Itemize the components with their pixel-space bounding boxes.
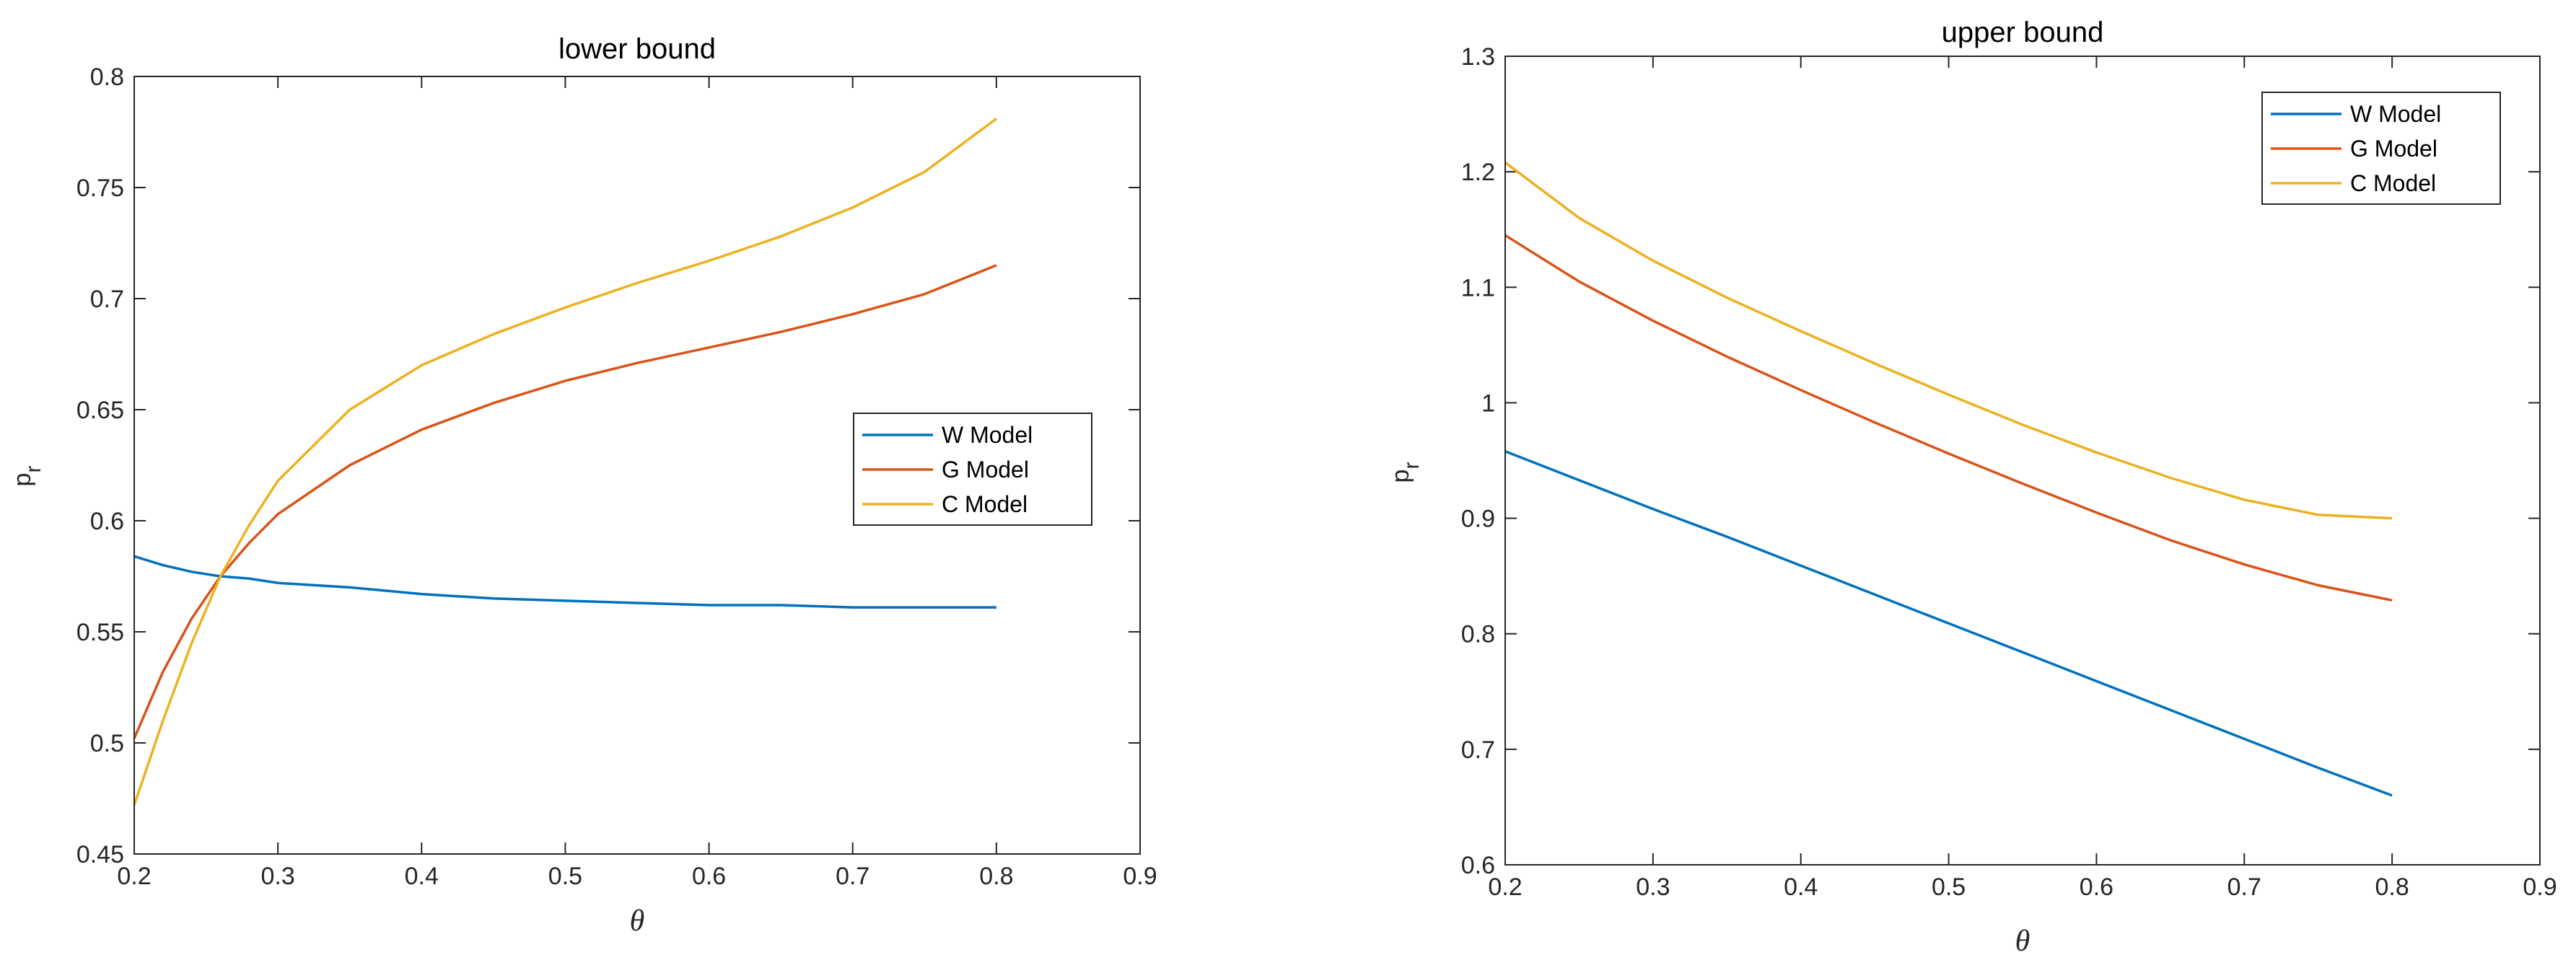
y-tick-label: 0.45: [76, 841, 124, 868]
axes-box: [133, 76, 1141, 855]
x-axis-label: θ: [630, 904, 645, 938]
y-tick-label: 0.55: [76, 619, 124, 646]
x-tick-label: 0.7: [836, 863, 869, 890]
legend-label-w-model: W Model: [2350, 101, 2441, 127]
series-line-c-model: [133, 118, 997, 806]
x-tick-label: 0.3: [261, 863, 295, 890]
y-tick-label: 0.6: [1461, 852, 1495, 879]
y-tick-label: 1.2: [1461, 159, 1495, 186]
x-tick-label: 0.8: [2375, 873, 2409, 901]
series-line-w-model: [133, 555, 996, 609]
x-tick-label: 0.8: [979, 863, 1013, 890]
y-tick-label: 0.75: [76, 175, 124, 202]
x-tick-label: 0.3: [1636, 873, 1670, 901]
x-tick-label: 0.5: [1932, 873, 1966, 901]
y-tick-label: 0.9: [1461, 506, 1495, 533]
series-line-c-model: [1504, 161, 2393, 520]
legend-label-w-model: W Model: [942, 422, 1033, 448]
x-tick-label: 0.2: [117, 863, 151, 890]
y-axis-label-subscript: r: [22, 466, 45, 473]
upper-bound-chart: 0.2 0.3 0.4 0.5 0.6 0.7 0.8 0.9 0.6 0.7 0.8 0.9 1 1.1…: [1387, 17, 2557, 958]
axes-box: [1504, 56, 2541, 866]
y-tick-label: 0.8: [90, 63, 124, 91]
legend: W Model G Model C Model: [853, 413, 1092, 526]
x-tick-label: 0.2: [1488, 873, 1522, 901]
y-tick-label: 0.8: [1461, 621, 1495, 648]
chart-title: lower bound: [558, 33, 716, 65]
y-tick-label: 0.6: [90, 508, 124, 535]
x-tick-label: 0.6: [2080, 873, 2113, 901]
x-tick-label: 0.9: [1123, 863, 1157, 890]
legend-label-c-model: C Model: [2350, 170, 2436, 196]
legend: W Model G Model C Model: [2261, 92, 2501, 205]
y-axis-label: pr: [9, 466, 45, 487]
x-tick-label: 0.9: [2523, 873, 2557, 901]
x-tick-label: 0.4: [405, 863, 439, 890]
legend-label-g-model: G Model: [942, 457, 1029, 483]
legend-label-g-model: G Model: [2350, 136, 2437, 162]
lower-bound-chart: 0.2 0.3 0.4 0.5 0.6 0.7 0.8 0.9 0.45 0.5 0.55 0.6 0.…: [9, 33, 1157, 938]
legend-label-c-model: C Model: [942, 491, 1028, 517]
y-axis-label-main: p: [9, 473, 36, 487]
series-line-g-model: [133, 264, 997, 739]
chart-title: upper bound: [1942, 17, 2104, 48]
y-tick-label: 0.65: [76, 397, 124, 424]
series-line-w-model: [1504, 450, 2393, 797]
y-axis-label-subscript: r: [1400, 462, 1424, 470]
y-tick-label: 0.7: [90, 286, 124, 313]
y-tick-label: 1.1: [1461, 274, 1495, 301]
y-tick-label: 1: [1481, 389, 1495, 417]
series-line-g-model: [1504, 234, 2393, 602]
y-axis-label: pr: [1387, 462, 1424, 483]
y-tick-label: 0.7: [1461, 736, 1495, 764]
y-tick-label: 0.5: [90, 730, 124, 757]
x-tick-label: 0.5: [548, 863, 582, 890]
x-tick-label: 0.4: [1784, 873, 1818, 901]
x-tick-label: 0.7: [2227, 873, 2261, 901]
y-tick-label: 1.3: [1461, 43, 1495, 71]
y-axis-label-main: p: [1387, 470, 1414, 483]
x-axis-label: θ: [2015, 925, 2030, 958]
x-tick-label: 0.6: [692, 863, 726, 890]
